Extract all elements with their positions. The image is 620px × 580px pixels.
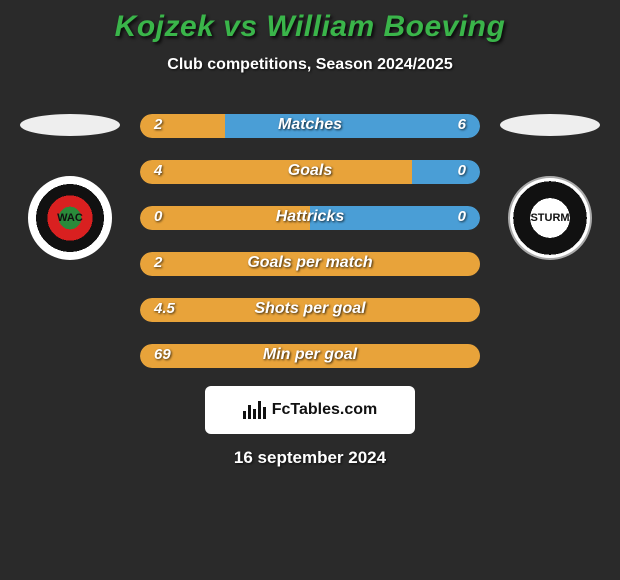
bar-fill-right xyxy=(310,206,480,230)
bar-track xyxy=(140,344,480,368)
bar-track xyxy=(140,114,480,138)
flag-right-icon xyxy=(500,114,600,136)
bar-track xyxy=(140,298,480,322)
bar-track xyxy=(140,252,480,276)
bar-fill-left xyxy=(140,114,225,138)
flag-left-icon xyxy=(20,114,120,136)
bar-track xyxy=(140,206,480,230)
bar-fill-right xyxy=(412,160,480,184)
club-left-label: WAC xyxy=(57,212,83,224)
stat-row: 00Hattricks xyxy=(140,206,480,230)
bar-fill-left xyxy=(140,298,480,322)
source-label: FcTables.com xyxy=(272,401,378,419)
player-left-col: WAC xyxy=(20,114,120,260)
page-title: Kojzek vs William Boeving xyxy=(0,10,620,44)
player-right-col: STURM xyxy=(500,114,600,260)
bar-fill-left xyxy=(140,160,412,184)
bar-value-left: 2 xyxy=(154,254,162,271)
club-logo-right-icon: STURM xyxy=(508,176,592,260)
stat-row: 4.5Shots per goal xyxy=(140,298,480,322)
stat-row: 69Min per goal xyxy=(140,344,480,368)
club-right-label: STURM xyxy=(530,212,569,224)
stat-row: 2Goals per match xyxy=(140,252,480,276)
bar-value-left: 4.5 xyxy=(154,300,175,317)
stat-bars: 26Matches40Goals00Hattricks2Goals per ma… xyxy=(140,114,480,368)
bar-value-right: 6 xyxy=(458,116,466,133)
subtitle: Club competitions, Season 2024/2025 xyxy=(0,56,620,74)
bar-fill-right xyxy=(225,114,480,138)
bar-fill-left xyxy=(140,252,480,276)
bar-value-right: 0 xyxy=(458,208,466,225)
bar-value-left: 4 xyxy=(154,162,162,179)
bar-fill-left xyxy=(140,344,480,368)
bar-value-left: 2 xyxy=(154,116,162,133)
comparison-card: Kojzek vs William Boeving Club competiti… xyxy=(0,0,620,468)
bars-icon xyxy=(243,401,266,419)
date-label: 16 september 2024 xyxy=(0,448,620,468)
bar-fill-left xyxy=(140,206,310,230)
bar-value-left: 0 xyxy=(154,208,162,225)
stat-row: 40Goals xyxy=(140,160,480,184)
bar-track xyxy=(140,160,480,184)
main-row: WAC 26Matches40Goals00Hattricks2Goals pe… xyxy=(0,114,620,368)
source-banner[interactable]: FcTables.com xyxy=(205,386,415,434)
bar-value-left: 69 xyxy=(154,346,171,363)
club-logo-left-icon: WAC xyxy=(28,176,112,260)
bar-value-right: 0 xyxy=(458,162,466,179)
stat-row: 26Matches xyxy=(140,114,480,138)
